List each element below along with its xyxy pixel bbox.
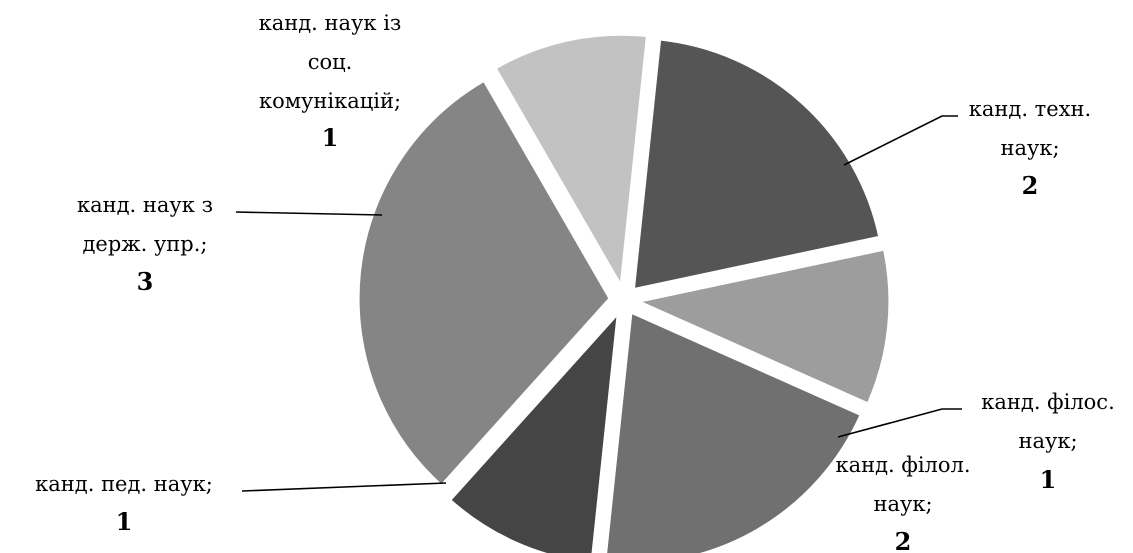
leader-line-filos bbox=[837, 408, 962, 438]
data-label-text: канд. філос. bbox=[981, 390, 1115, 414]
data-label-text: канд. наук з bbox=[77, 193, 213, 217]
pie-slice-filos bbox=[633, 247, 892, 406]
data-label-techn: канд. техн. наук; 2 bbox=[969, 97, 1091, 200]
data-label-value: 1 bbox=[1040, 465, 1057, 494]
data-label-value: 2 bbox=[1022, 171, 1039, 200]
data-label-filol: канд. філол. наук; 2 bbox=[835, 453, 970, 553]
data-label-value: 3 bbox=[137, 267, 154, 296]
data-label-value: 1 bbox=[322, 123, 339, 152]
data-label-text: соц. bbox=[308, 50, 353, 74]
pie-slice-ped bbox=[447, 308, 621, 553]
data-label-text: наук; bbox=[873, 492, 932, 516]
pie-slices bbox=[356, 32, 892, 553]
pie-slice-derzh bbox=[356, 78, 612, 488]
data-label-text: держ. упр.; bbox=[82, 232, 207, 256]
data-label-text: комунікацій; bbox=[259, 89, 401, 113]
data-label-ped: канд. пед. наук; 1 bbox=[35, 472, 213, 536]
data-label-value: 1 bbox=[116, 507, 133, 536]
pie-slice-sots bbox=[493, 32, 650, 292]
data-label-derzh: канд. наук з держ. упр.; 3 bbox=[77, 193, 213, 296]
data-label-filos: канд. філос. наук; 1 bbox=[981, 390, 1115, 494]
data-label-text: канд. техн. bbox=[969, 97, 1091, 121]
leader-lines bbox=[235, 115, 962, 492]
data-label-text: наук; bbox=[1000, 136, 1059, 160]
data-label-value: 2 bbox=[895, 527, 912, 553]
data-label-sots: канд. наук із соц. комунікацій; 1 bbox=[259, 11, 402, 152]
data-label-text: канд. філол. bbox=[835, 453, 970, 477]
pie-slice-techn bbox=[631, 37, 882, 292]
data-label-text: канд. наук із bbox=[259, 11, 402, 35]
pie-slice-filol bbox=[604, 309, 864, 553]
data-label-text: наук; bbox=[1018, 429, 1077, 453]
leader-line-derzh bbox=[235, 211, 383, 216]
leader-line-ped bbox=[241, 482, 447, 492]
leader-line-techn bbox=[843, 115, 958, 166]
data-label-text: канд. пед. наук; bbox=[35, 472, 213, 496]
